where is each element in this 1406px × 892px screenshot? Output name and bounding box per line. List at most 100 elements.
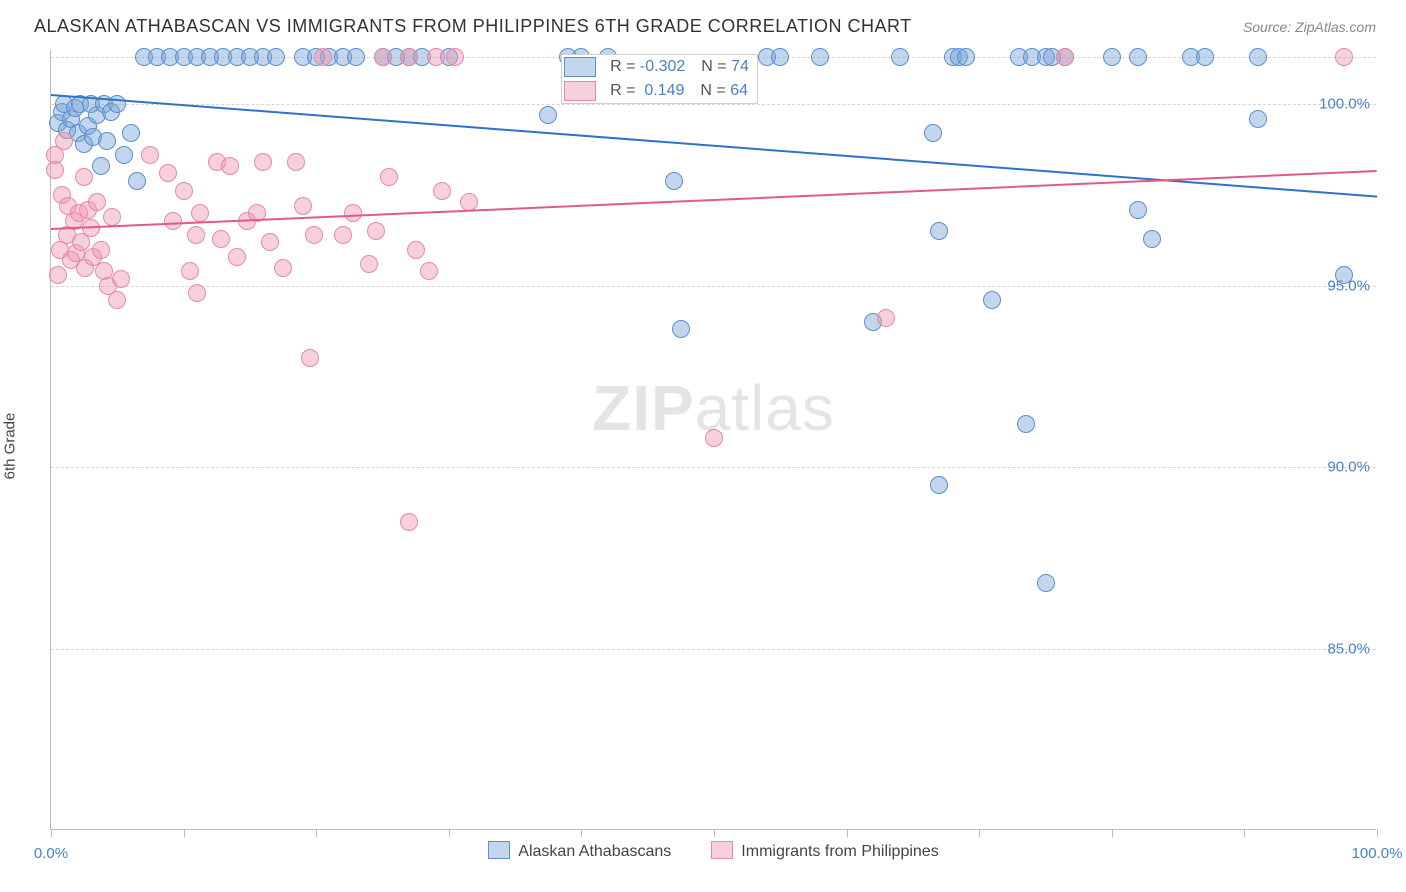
data-point-philippines <box>287 153 305 171</box>
data-point-philippines <box>228 248 246 266</box>
data-point-alaskan <box>92 157 110 175</box>
data-point-alaskan <box>539 106 557 124</box>
data-point-philippines <box>221 157 239 175</box>
data-point-philippines <box>175 182 193 200</box>
correlation-stats-box: R = -0.302N = 74R = 0.149N = 64 <box>561 54 758 104</box>
x-tick <box>1112 829 1113 837</box>
data-point-philippines <box>705 429 723 447</box>
stats-r-label: R = 0.149 <box>602 79 692 103</box>
data-point-philippines <box>112 270 130 288</box>
trend-line-philippines <box>51 170 1377 230</box>
data-point-alaskan <box>128 172 146 190</box>
x-tick <box>1244 829 1245 837</box>
stats-r-label: R = -0.302 <box>602 55 693 79</box>
data-point-alaskan <box>665 172 683 190</box>
y-axis-label: 6th Grade <box>2 413 19 480</box>
data-point-philippines <box>360 255 378 273</box>
y-tick-label: 90.0% <box>1327 459 1370 476</box>
data-point-philippines <box>159 164 177 182</box>
data-point-philippines <box>305 226 323 244</box>
data-point-alaskan <box>347 48 365 66</box>
x-tick <box>184 829 185 837</box>
data-point-alaskan <box>983 291 1001 309</box>
data-point-philippines <box>274 259 292 277</box>
gridline <box>51 104 1376 105</box>
x-tick <box>316 829 317 837</box>
data-point-philippines <box>187 226 205 244</box>
legend-swatch-icon <box>488 841 510 859</box>
data-point-alaskan <box>115 146 133 164</box>
data-point-philippines <box>261 233 279 251</box>
data-point-philippines <box>400 513 418 531</box>
data-point-alaskan <box>811 48 829 66</box>
x-tick <box>51 829 52 837</box>
data-point-philippines <box>407 241 425 259</box>
gridline <box>51 286 1376 287</box>
data-point-philippines <box>164 212 182 230</box>
data-point-alaskan <box>672 320 690 338</box>
data-point-philippines <box>877 309 895 327</box>
chart-title: ALASKAN ATHABASCAN VS IMMIGRANTS FROM PH… <box>34 16 912 37</box>
data-point-alaskan <box>1196 48 1214 66</box>
data-point-alaskan <box>1249 48 1267 66</box>
legend-swatch-icon <box>711 841 733 859</box>
data-point-alaskan <box>1335 266 1353 284</box>
stats-swatch-icon <box>564 57 596 77</box>
legend-item-alaskan: Alaskan Athabascans <box>488 841 671 861</box>
data-point-philippines <box>314 48 332 66</box>
data-point-philippines <box>188 284 206 302</box>
data-point-philippines <box>374 48 392 66</box>
x-tick <box>979 829 980 837</box>
stats-row-philippines: R = 0.149N = 64 <box>562 79 757 103</box>
data-point-alaskan <box>957 48 975 66</box>
data-point-philippines <box>212 230 230 248</box>
source-attribution: Source: ZipAtlas.com <box>1243 19 1376 35</box>
data-point-philippines <box>88 193 106 211</box>
data-point-philippines <box>141 146 159 164</box>
x-tick <box>581 829 582 837</box>
stats-row-alaskan: R = -0.302N = 74 <box>562 55 757 79</box>
stats-swatch-icon <box>564 81 596 101</box>
data-point-philippines <box>301 349 319 367</box>
data-point-philippines <box>400 48 418 66</box>
data-point-alaskan <box>1249 110 1267 128</box>
x-legend: Alaskan Athabascans Immigrants from Phil… <box>51 841 1376 861</box>
data-point-alaskan <box>771 48 789 66</box>
data-point-philippines <box>446 48 464 66</box>
data-point-alaskan <box>1103 48 1121 66</box>
scatter-plot: 85.0%90.0%95.0%100.0%0.0%100.0% ZIPatlas… <box>50 50 1376 830</box>
data-point-philippines <box>75 168 93 186</box>
data-point-philippines <box>1335 48 1353 66</box>
x-tick <box>1377 829 1378 837</box>
data-point-alaskan <box>267 48 285 66</box>
data-point-alaskan <box>122 124 140 142</box>
x-tick <box>714 829 715 837</box>
data-point-alaskan <box>891 48 909 66</box>
data-point-philippines <box>254 153 272 171</box>
data-point-alaskan <box>98 132 116 150</box>
data-point-philippines <box>334 226 352 244</box>
data-point-alaskan <box>924 124 942 142</box>
data-point-philippines <box>433 182 451 200</box>
data-point-philippines <box>55 132 73 150</box>
stats-n-label: N = 74 <box>693 55 757 79</box>
data-point-philippines <box>427 48 445 66</box>
x-tick <box>449 829 450 837</box>
data-point-alaskan <box>1129 48 1147 66</box>
data-point-philippines <box>344 204 362 222</box>
data-point-philippines <box>46 161 64 179</box>
gridline <box>51 649 1376 650</box>
data-point-alaskan <box>930 222 948 240</box>
data-point-alaskan <box>1037 574 1055 592</box>
data-point-philippines <box>1056 48 1074 66</box>
data-point-philippines <box>380 168 398 186</box>
data-point-philippines <box>108 291 126 309</box>
y-tick-label: 85.0% <box>1327 640 1370 657</box>
y-tick-label: 100.0% <box>1319 96 1370 113</box>
gridline <box>51 467 1376 468</box>
data-point-alaskan <box>1017 415 1035 433</box>
data-point-philippines <box>181 262 199 280</box>
data-point-philippines <box>294 197 312 215</box>
data-point-philippines <box>103 208 121 226</box>
data-point-philippines <box>49 266 67 284</box>
